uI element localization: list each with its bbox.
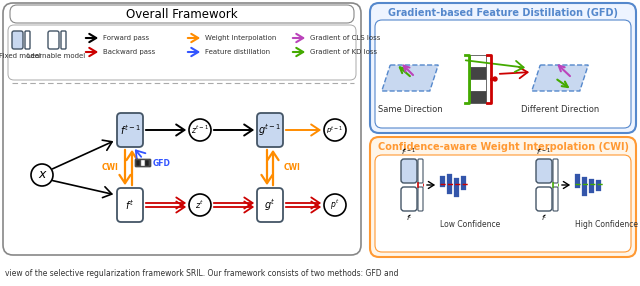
FancyBboxPatch shape bbox=[25, 31, 30, 49]
FancyBboxPatch shape bbox=[536, 187, 552, 211]
Text: Gradient of CLS loss: Gradient of CLS loss bbox=[310, 35, 380, 41]
FancyBboxPatch shape bbox=[401, 187, 417, 211]
Bar bbox=[461, 176, 466, 184]
Bar bbox=[145, 160, 149, 166]
Bar bbox=[589, 184, 594, 193]
Text: Weight Interpolation: Weight Interpolation bbox=[205, 35, 276, 41]
Bar bbox=[447, 184, 452, 194]
Bar bbox=[575, 174, 580, 184]
FancyBboxPatch shape bbox=[370, 137, 636, 257]
Text: Learnable model: Learnable model bbox=[27, 53, 85, 59]
FancyBboxPatch shape bbox=[257, 113, 283, 147]
FancyBboxPatch shape bbox=[117, 188, 143, 222]
Polygon shape bbox=[532, 65, 588, 91]
FancyBboxPatch shape bbox=[375, 155, 631, 252]
Text: Same Direction: Same Direction bbox=[378, 106, 442, 114]
Text: Backward pass: Backward pass bbox=[103, 49, 156, 55]
Text: Overall Framework: Overall Framework bbox=[126, 8, 238, 21]
Bar bbox=[454, 184, 459, 197]
FancyBboxPatch shape bbox=[61, 31, 66, 49]
Bar bbox=[136, 160, 140, 166]
FancyBboxPatch shape bbox=[10, 5, 354, 23]
Bar bbox=[470, 79, 486, 91]
Bar bbox=[470, 67, 486, 79]
FancyBboxPatch shape bbox=[553, 187, 558, 211]
FancyBboxPatch shape bbox=[117, 113, 143, 147]
Text: $z^{t}$: $z^{t}$ bbox=[195, 199, 205, 211]
Bar bbox=[575, 184, 580, 188]
Circle shape bbox=[189, 119, 211, 141]
Bar bbox=[141, 160, 145, 166]
Text: $f^{t}$: $f^{t}$ bbox=[406, 212, 413, 223]
Text: $p^{t}$: $p^{t}$ bbox=[330, 198, 340, 212]
Text: Low Confidence: Low Confidence bbox=[440, 220, 500, 229]
FancyBboxPatch shape bbox=[418, 159, 423, 183]
FancyBboxPatch shape bbox=[418, 187, 423, 211]
Text: $g^{t-1}$: $g^{t-1}$ bbox=[259, 122, 282, 138]
Text: Feature distillation: Feature distillation bbox=[205, 49, 270, 55]
Circle shape bbox=[189, 194, 211, 216]
Text: Fixed model: Fixed model bbox=[0, 53, 41, 59]
FancyBboxPatch shape bbox=[553, 159, 558, 183]
FancyBboxPatch shape bbox=[3, 3, 361, 255]
FancyBboxPatch shape bbox=[12, 31, 23, 49]
Text: $f^{t-1}$: $f^{t-1}$ bbox=[120, 123, 140, 137]
Circle shape bbox=[493, 77, 497, 81]
Text: x: x bbox=[38, 168, 45, 182]
Text: Different Direction: Different Direction bbox=[521, 106, 599, 114]
Text: view of the selective regularization framework SRIL. Our framework consists of t: view of the selective regularization fra… bbox=[5, 269, 399, 278]
Bar bbox=[454, 178, 459, 184]
Polygon shape bbox=[382, 65, 438, 91]
Text: $f^{t}$: $f^{t}$ bbox=[125, 198, 134, 212]
Circle shape bbox=[324, 119, 346, 141]
Text: GFD: GFD bbox=[153, 158, 171, 168]
FancyBboxPatch shape bbox=[375, 20, 631, 128]
Text: $g^{t}$: $g^{t}$ bbox=[264, 197, 276, 213]
Bar bbox=[461, 184, 466, 190]
Bar bbox=[589, 179, 594, 184]
Bar bbox=[440, 176, 445, 184]
Bar bbox=[440, 184, 445, 187]
Bar bbox=[447, 174, 452, 184]
Text: Gradient-based Feature Distillation (GFD): Gradient-based Feature Distillation (GFD… bbox=[388, 8, 618, 18]
Bar bbox=[470, 91, 486, 103]
Circle shape bbox=[31, 164, 53, 186]
Text: Gradient of KD loss: Gradient of KD loss bbox=[310, 49, 377, 55]
Text: $z^{t-1}$: $z^{t-1}$ bbox=[191, 124, 209, 136]
Bar bbox=[582, 177, 587, 184]
Circle shape bbox=[324, 194, 346, 216]
Text: CWI: CWI bbox=[284, 162, 300, 172]
FancyBboxPatch shape bbox=[8, 25, 356, 80]
Text: High Confidence: High Confidence bbox=[575, 220, 638, 229]
FancyBboxPatch shape bbox=[536, 159, 552, 183]
Text: CWI: CWI bbox=[102, 162, 118, 172]
FancyBboxPatch shape bbox=[135, 159, 151, 167]
Text: $f^{t-1}$: $f^{t-1}$ bbox=[536, 146, 552, 157]
Text: $f^{t-1}$: $f^{t-1}$ bbox=[401, 146, 417, 157]
Bar bbox=[596, 184, 601, 191]
Bar bbox=[596, 180, 601, 184]
Bar bbox=[582, 184, 587, 196]
Bar bbox=[470, 55, 486, 67]
Text: $p^{t-1}$: $p^{t-1}$ bbox=[326, 124, 344, 136]
Text: Forward pass: Forward pass bbox=[103, 35, 149, 41]
FancyBboxPatch shape bbox=[48, 31, 59, 49]
FancyBboxPatch shape bbox=[401, 159, 417, 183]
FancyBboxPatch shape bbox=[370, 3, 636, 133]
Text: $f^{t}$: $f^{t}$ bbox=[541, 212, 547, 223]
FancyBboxPatch shape bbox=[257, 188, 283, 222]
Text: Confidence-aware Weight Interpolation (CWI): Confidence-aware Weight Interpolation (C… bbox=[378, 142, 628, 152]
